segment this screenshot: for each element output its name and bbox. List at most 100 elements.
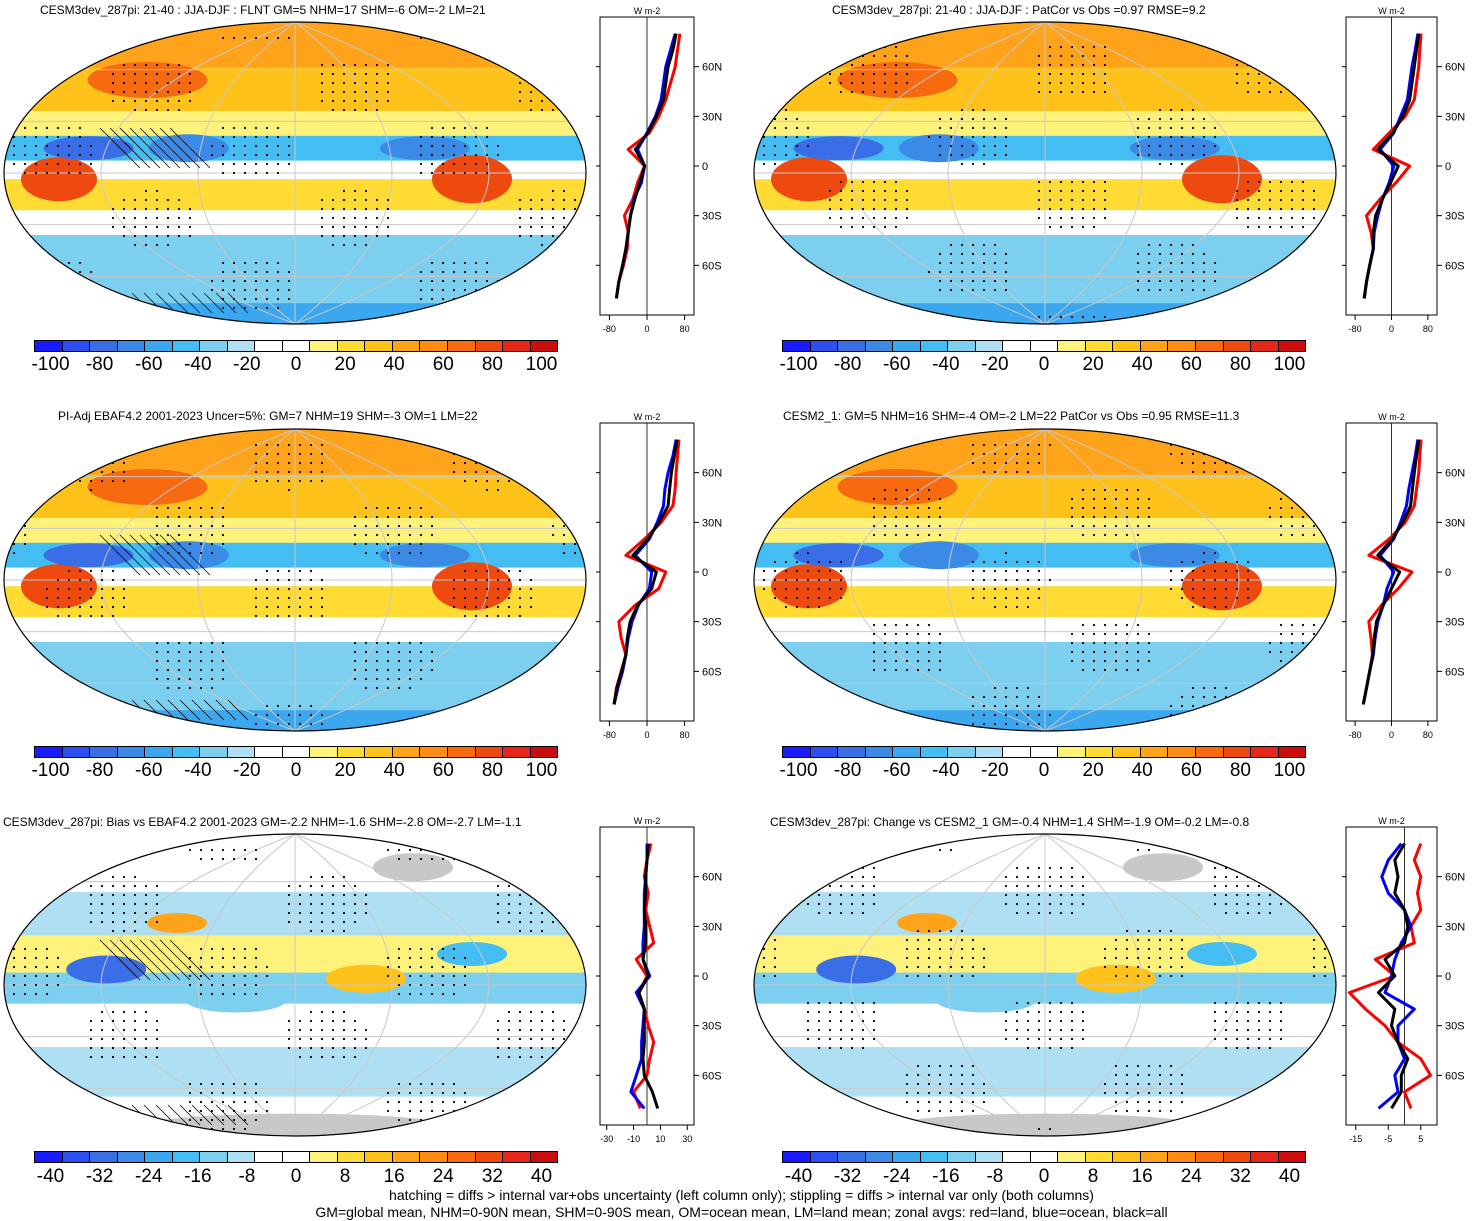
zonal-unit: W m-2 xyxy=(1378,412,1405,422)
colorbar-swatch xyxy=(1058,341,1086,351)
colorbar-labels-p5: -40 -32 -24 -16 -8 0 8 16 24 32 40 xyxy=(34,1166,558,1188)
colorbar-labels-p2: -100 -80 -60 -40 -20 0 20 40 60 80 100 xyxy=(779,354,1306,376)
colorbar-tick-label: -40 xyxy=(36,1166,65,1187)
zonal-unit: W m-2 xyxy=(1378,816,1405,826)
y-tick-label: 0 xyxy=(702,971,708,983)
y-tick-label: 0 xyxy=(702,567,708,579)
colorbar-swatch xyxy=(172,341,201,351)
y-tick-label: 30N xyxy=(1445,111,1465,123)
graticule-line xyxy=(294,429,393,731)
colorbar-swatch xyxy=(1278,747,1306,757)
y-tick-label: 60N xyxy=(702,62,722,74)
colorbar-swatch xyxy=(920,1152,949,1162)
x-tick-label: -30 xyxy=(600,1134,613,1144)
colorbar-tick-label: -80 xyxy=(833,760,862,781)
x-tick-label: -80 xyxy=(1349,730,1362,740)
colorbar-tick-label: 60 xyxy=(432,354,454,375)
colorbar-swatch xyxy=(337,341,366,351)
colorbar-swatch xyxy=(392,1152,421,1162)
colorbar-tick-label: -40 xyxy=(932,760,960,781)
colorbar-tick-label: -100 xyxy=(31,760,70,781)
graticule-line xyxy=(1044,429,1143,731)
map-anomaly xyxy=(1182,562,1262,611)
x-tick-label: 0 xyxy=(644,324,649,334)
colorbar-tick-label: 80 xyxy=(1229,760,1251,781)
colorbar-swatch xyxy=(1085,747,1114,757)
colorbar-swatch xyxy=(365,341,393,351)
zonal-plot-p3: W m-2 60N 30N 0 30S 60S -80 0 80 xyxy=(596,412,722,740)
map-anomaly xyxy=(898,541,979,570)
colorbar-swatch xyxy=(920,341,949,351)
map-field xyxy=(754,834,1336,1136)
colorbar-p5 xyxy=(34,1151,558,1163)
colorbar-swatch xyxy=(783,747,811,757)
colorbar-swatch xyxy=(1085,341,1114,351)
colorbar-swatch xyxy=(1113,747,1141,757)
colorbar-swatch xyxy=(145,341,173,351)
colorbar-swatch xyxy=(227,341,256,351)
map-anomaly xyxy=(771,564,847,609)
map-outline xyxy=(3,428,587,732)
graticule-line xyxy=(947,429,1046,731)
colorbar-swatch xyxy=(365,747,393,757)
graticule-line xyxy=(294,834,393,1136)
map-anomaly xyxy=(43,136,134,161)
colorbar-swatch xyxy=(920,747,949,757)
x-tick-label: 10 xyxy=(655,1134,665,1144)
colorbar-swatch xyxy=(255,1152,283,1162)
graticule-line xyxy=(197,22,296,324)
colorbar-swatch xyxy=(530,1152,558,1162)
colorbar-tick-label: -80 xyxy=(85,760,114,781)
map-anomaly xyxy=(837,469,958,505)
colorbar-swatch xyxy=(975,747,1004,757)
y-tick-label: 60S xyxy=(702,1070,722,1082)
colorbar-tick-label: -8 xyxy=(238,1166,256,1187)
map-outline xyxy=(753,833,1337,1137)
colorbar-labels-p3: -100 -80 -60 -40 -20 0 20 40 60 80 100 xyxy=(31,760,558,782)
colorbar-swatch xyxy=(838,341,866,351)
colorbar-tick-label: 0 xyxy=(1038,354,1050,375)
colorbar-tick-label: -80 xyxy=(833,354,862,375)
colorbar-swatch xyxy=(1223,341,1252,351)
map-field xyxy=(754,22,1336,324)
map-p3 xyxy=(3,428,587,732)
panel-title: PI-Adj EBAF4.2 2001-2023 Uncer=5%: GM=7 … xyxy=(58,409,478,423)
y-tick-label: 60N xyxy=(702,468,722,480)
colorbar-swatch xyxy=(865,1152,894,1162)
colorbar-tick-label: -40 xyxy=(784,1166,813,1187)
map-anomaly xyxy=(148,541,229,570)
colorbar-swatch xyxy=(865,747,894,757)
zonal-plot-p5: W m-2 60N 30N 0 30S 60S -30 -10 10 30 xyxy=(596,816,722,1144)
y-tick-label: 30S xyxy=(1445,211,1465,223)
map-field xyxy=(4,22,586,324)
x-tick-label: -10 xyxy=(627,1134,640,1144)
x-tick-label: 0 xyxy=(1389,324,1394,334)
colorbar-tick-label: 20 xyxy=(334,760,356,781)
map-p1 xyxy=(3,21,587,325)
map-anomaly xyxy=(936,988,1036,1013)
colorbar-swatch xyxy=(117,1152,146,1162)
zonal-plot-p6: W m-2 60N 30N 0 30S 60S -15 -5 5 xyxy=(1342,816,1465,1144)
colorbar-swatch xyxy=(227,747,256,757)
map-anomaly xyxy=(43,543,134,568)
zonal-series-all xyxy=(614,33,678,299)
graticule-line xyxy=(1044,834,1143,1136)
colorbar-swatch xyxy=(1251,747,1279,757)
colorbar-swatch xyxy=(200,341,228,351)
y-tick-label: 0 xyxy=(1445,161,1451,173)
colorbar-p3 xyxy=(34,746,558,758)
colorbar-swatch xyxy=(1251,1152,1279,1162)
colorbar-tick-label: -40 xyxy=(184,354,212,375)
colorbar-tick-label: -40 xyxy=(932,354,960,375)
colorbar-tick-label: 40 xyxy=(383,354,405,375)
x-tick-label: 80 xyxy=(1423,730,1433,740)
map-anomaly xyxy=(147,913,207,933)
colorbar-swatch xyxy=(475,1152,504,1162)
graticule-line xyxy=(850,429,1046,731)
colorbar-tick-label: 0 xyxy=(290,354,302,375)
colorbar-swatch xyxy=(1140,341,1169,351)
colorbar-labels-p4: -100 -80 -60 -40 -20 0 20 40 60 80 100 xyxy=(779,760,1306,782)
colorbar-tick-label: -24 xyxy=(134,1166,163,1187)
colorbar-swatch xyxy=(447,341,476,351)
map-p5 xyxy=(3,833,587,1137)
